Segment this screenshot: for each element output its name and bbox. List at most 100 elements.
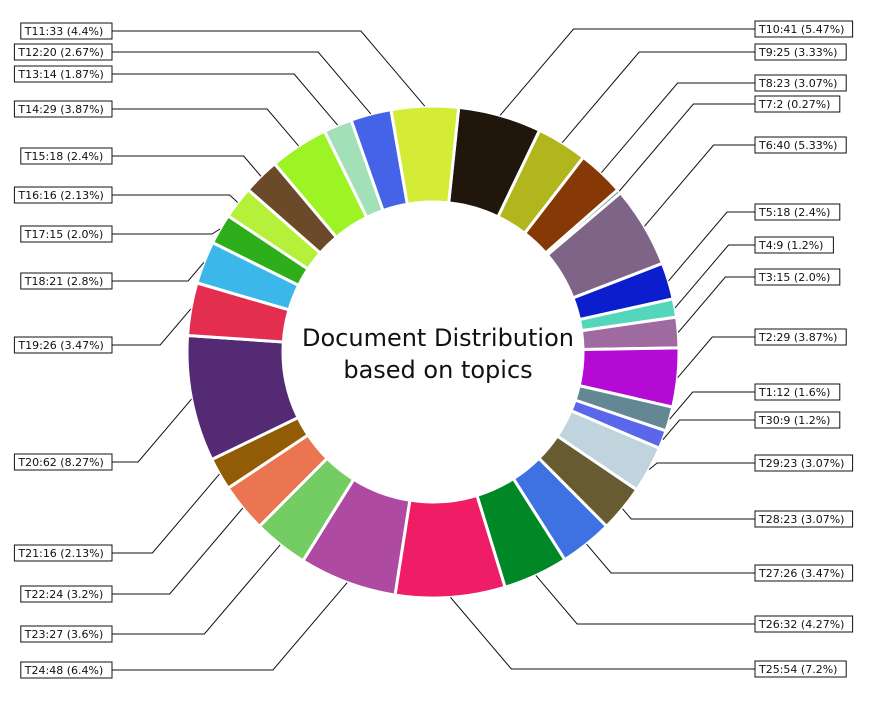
leader-line-t6 [644,144,755,227]
chart-center-title: Document Distribution based on topics [288,322,588,386]
slice-label-text: T28:23 (3.07%) [758,513,844,526]
slice-label-text: T8:23 (3.07%) [758,77,837,90]
slice-label-text: T3:15 (2.0%) [758,271,830,284]
slice-label-t16: T16:16 (2.13%) [13,186,113,204]
leader-line-t28 [622,508,755,520]
slice-label-box [20,272,113,290]
leader-line-t21 [112,473,220,554]
slice-label-text: T26:32 (4.27%) [758,618,844,631]
slice-label-box [754,43,847,61]
leader-line-t4 [674,244,755,309]
slice-label-text: T16:16 (2.13%) [17,189,103,202]
slice-label-text: T10:41 (5.47%) [758,23,844,36]
slice-label-text: T17:15 (2.0%) [24,228,103,241]
slice-label-text: T15:18 (2.4%) [24,150,103,163]
leader-line-t12 [112,51,372,115]
slice-label-t13: T13:14 (1.87%) [13,65,113,83]
leader-line-t13 [112,73,339,126]
slice-label-t8: T8:23 (3.07%) [754,74,847,92]
slice-label-box [754,136,847,154]
slice-label-box [754,20,854,38]
slices-layer [185,104,681,600]
slice-label-text: T24:48 (6.4%) [24,664,103,677]
leader-line-t11 [112,30,426,107]
slice-label-t23: T23:27 (3.6%) [20,625,113,643]
leader-line-t27 [586,543,755,574]
slice-label-text: T20:62 (8.27%) [17,456,103,469]
slice-label-text: T30:9 (1.2%) [758,414,830,427]
slice-label-text: T29:23 (3.07%) [758,457,844,470]
slice-label-t1: T1:12 (1.6%) [754,383,841,401]
slice-label-t11: T11:33 (4.4%) [20,22,113,40]
leader-line-t24 [112,582,348,671]
slice-label-t20: T20:62 (8.27%) [13,453,113,471]
labels-layer: T10:41 (5.47%) T9:25 (3.33%) T8:23 (3.07%)… [13,20,854,679]
slice-label-text: T25:54 (7.2%) [758,663,837,676]
leader-line-t14 [112,108,299,147]
slice-label-box [20,585,113,603]
slice-label-text: T23:27 (3.6%) [24,628,103,641]
slice-label-text: T4:9 (1.2%) [758,239,823,252]
slice-label-t25: T25:54 (7.2%) [754,660,847,678]
slice-label-box [754,95,841,113]
leader-line-t9 [561,51,755,143]
slice-label-box [20,661,113,679]
leader-line-t22 [112,507,244,595]
slice-label-text: T18:21 (2.8%) [24,275,103,288]
slice-label-box [754,454,854,472]
leader-line-t30 [662,419,755,441]
slice-t11 [389,104,461,206]
leader-line-t5 [668,211,755,282]
slice-label-t2: T2:29 (3.87%) [754,328,847,346]
leader-line-t2 [677,336,755,379]
slice-label-t5: T5:18 (2.4%) [754,203,841,221]
leader-line-t20 [112,398,192,463]
slice-label-box [20,625,113,643]
center-title-line-2: based on topics [343,356,533,384]
slice-label-box [754,411,841,429]
slice-label-box [13,43,113,61]
leader-line-t10 [499,28,755,116]
slice-label-box [754,615,854,633]
leader-line-t26 [535,575,755,625]
slice-label-text: T21:16 (2.13%) [17,547,103,560]
slice-label-box [20,225,113,243]
leader-lines-layer [112,28,755,671]
slice-label-box [13,186,113,204]
leader-line-t23 [112,544,281,635]
slice-label-box [754,660,847,678]
slice-label-box [20,147,113,165]
slice-label-text: T14:29 (3.87%) [17,103,103,116]
slice-label-box [754,564,854,582]
slice-label-t22: T22:24 (3.2%) [20,585,113,603]
slice-label-t26: T26:32 (4.27%) [754,615,854,633]
slice-label-box [754,383,841,401]
slice-label-t18: T18:21 (2.8%) [20,272,113,290]
slice-label-box [13,336,113,354]
slice-label-t9: T9:25 (3.33%) [754,43,847,61]
slice-label-t15: T15:18 (2.4%) [20,147,113,165]
leader-line-t19 [112,308,192,346]
slice-label-box [13,65,113,83]
slice-label-text: T19:26 (3.47%) [17,339,103,352]
slice-label-box [13,100,113,118]
leader-line-t7 [618,103,755,192]
slice-label-t21: T21:16 (2.13%) [13,544,113,562]
leader-line-t18 [112,262,205,282]
leader-line-t29 [648,462,755,470]
leader-line-t17 [112,228,221,235]
slice-label-text: T22:24 (3.2%) [24,588,103,601]
slice-label-t3: T3:15 (2.0%) [754,268,841,286]
leader-line-t3 [677,276,755,333]
slice-label-t10: T10:41 (5.47%) [754,20,854,38]
slice-label-text: T7:2 (0.27%) [758,98,830,111]
slice-label-t14: T14:29 (3.87%) [13,100,113,118]
slice-label-t4: T4:9 (1.2%) [754,236,834,254]
slice-label-t30: T30:9 (1.2%) [754,411,841,429]
slice-label-text: T2:29 (3.87%) [758,331,837,344]
slice-label-box [13,453,113,471]
slice-label-box [20,22,113,40]
leader-line-t25 [450,597,755,670]
